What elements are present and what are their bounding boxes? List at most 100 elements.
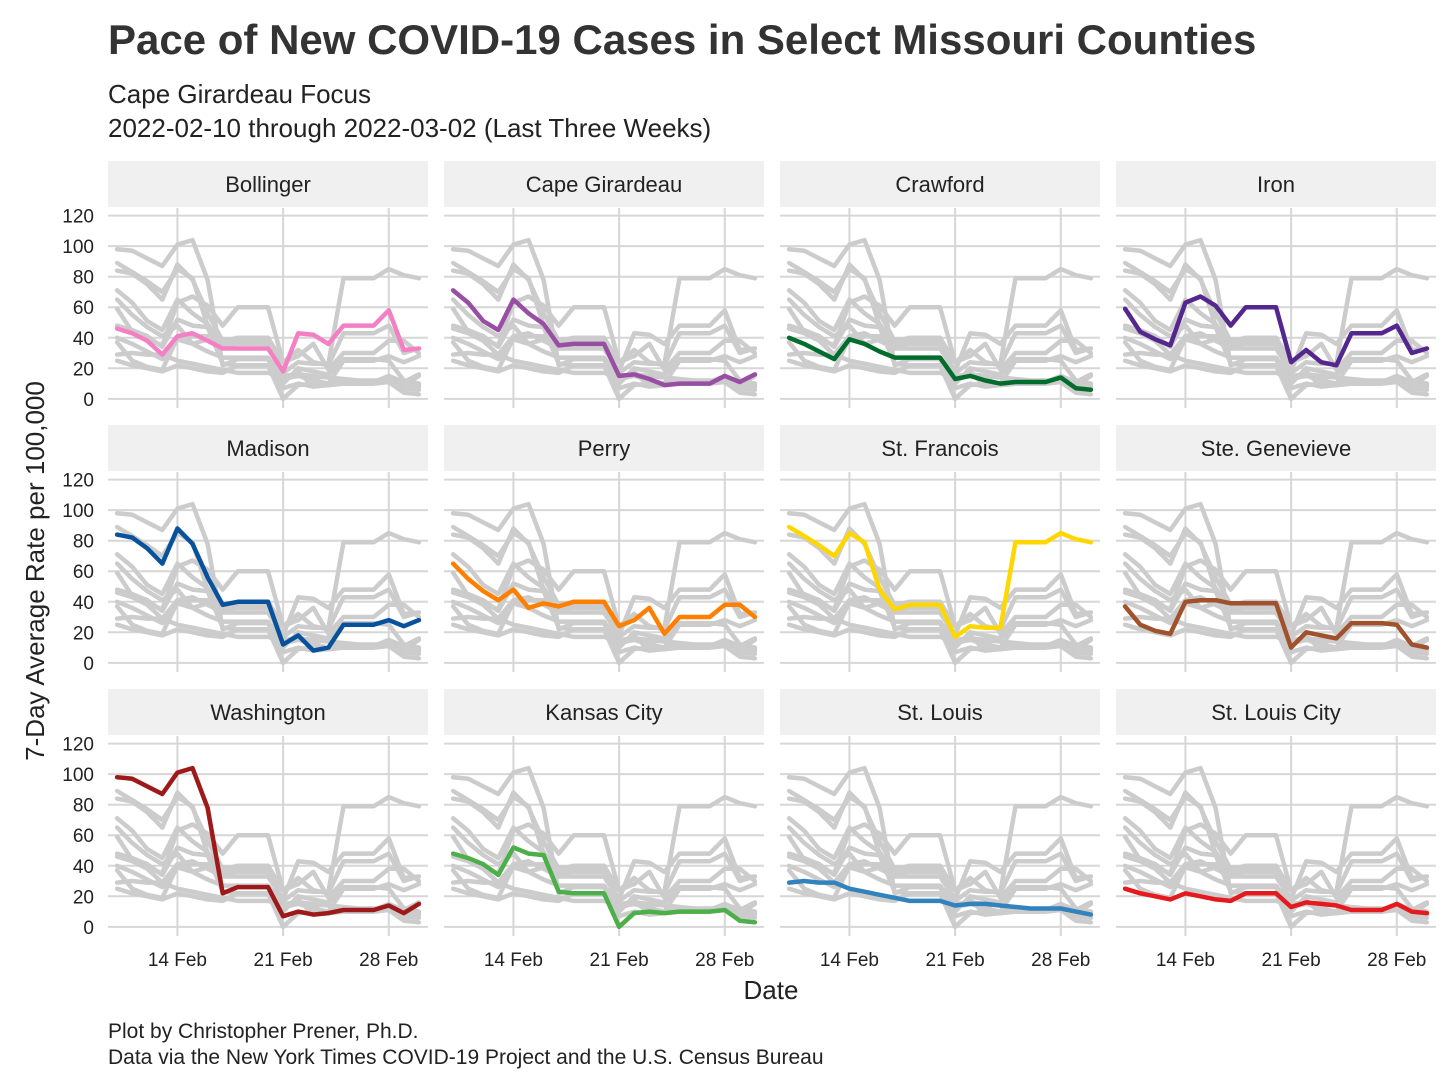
strip-background — [108, 689, 428, 735]
background-line-st-louis-city — [114, 622, 422, 652]
x-tick-label: 14 Feb — [820, 950, 879, 971]
y-tick-label: 0 — [83, 390, 94, 411]
strip-background — [780, 161, 1100, 207]
chart-subtitle-line-2: 2022-02-10 through 2022-03-02 (Last Thre… — [108, 113, 711, 143]
y-tick-label: 100 — [62, 501, 94, 522]
strip-label: Kansas City — [545, 700, 662, 725]
panel-iron: Iron — [1116, 161, 1436, 408]
strip-label: Bollinger — [225, 172, 311, 197]
strip-background — [1116, 689, 1436, 735]
background-line-ste-genevieve — [450, 333, 758, 386]
panel-bollinger: Bollinger 0 20 40 60 80 100 120 — [62, 161, 428, 411]
panel-st-francois: St. Francois — [780, 425, 1100, 672]
x-tick-label: 21 Feb — [926, 950, 985, 971]
strip-label: Washington — [210, 700, 325, 725]
strip-background — [780, 689, 1100, 735]
x-tick-label: 28 Feb — [359, 950, 418, 971]
strip-label: Ste. Genevieve — [1201, 436, 1351, 461]
y-tick-label: 60 — [73, 298, 94, 319]
strip-label: Perry — [578, 436, 631, 461]
y-tick-label: 100 — [62, 765, 94, 786]
background-line-ste-genevieve — [786, 861, 1094, 914]
y-tick-label: 100 — [62, 237, 94, 258]
series-line-st-louis — [786, 878, 1094, 917]
x-tick-label: 14 Feb — [1156, 950, 1215, 971]
y-tick-label: 20 — [73, 623, 94, 644]
strip-label: Madison — [226, 436, 309, 461]
background-line-ste-genevieve — [1122, 333, 1430, 386]
panel-st-louis-city: St. Louis City 14 Feb 21 Feb 28 Feb — [1116, 689, 1436, 971]
strip-background — [108, 161, 428, 207]
background-line-ste-genevieve — [786, 333, 1094, 386]
series-line-cape-girardeau — [450, 288, 758, 388]
y-tick-label: 80 — [73, 796, 94, 817]
series-line-st-louis-city — [1122, 886, 1430, 916]
strip-background — [1116, 425, 1436, 471]
caption-line-1: Plot by Christopher Prener, Ph.D. — [108, 1020, 418, 1043]
panel-crawford: Crawford — [780, 161, 1100, 408]
x-tick-label: 21 Feb — [254, 950, 313, 971]
y-tick-label: 20 — [73, 887, 94, 908]
background-line-st-louis-city — [1122, 358, 1430, 388]
y-tick-label: 120 — [62, 207, 94, 228]
series-line-madison — [114, 526, 422, 653]
series-line-crawford — [786, 335, 1094, 392]
strip-label: St. Louis City — [1211, 700, 1341, 725]
series-line-bollinger — [114, 308, 422, 374]
strip-label: St. Francois — [881, 436, 998, 461]
strip-background — [444, 689, 764, 735]
background-line-ste-genevieve — [114, 861, 422, 914]
panel-cape-girardeau: Cape Girardeau — [444, 161, 764, 408]
background-line-ste-genevieve — [1122, 861, 1430, 914]
y-tick-label: 40 — [73, 857, 94, 878]
chart-subtitle-line-1: Cape Girardeau Focus — [108, 79, 371, 109]
background-line-st-louis-city — [450, 622, 758, 652]
background-line-st-louis-city — [114, 358, 422, 388]
strip-label: Crawford — [895, 172, 984, 197]
panel-ste-genevieve: Ste. Genevieve — [1116, 425, 1436, 672]
y-tick-label: 0 — [83, 654, 94, 675]
strip-label: St. Louis — [897, 700, 983, 725]
strip-label: Iron — [1257, 172, 1295, 197]
x-tick-label: 21 Feb — [1262, 950, 1321, 971]
y-tick-label: 80 — [73, 532, 94, 553]
x-tick-label: 28 Feb — [1367, 950, 1426, 971]
strip-background — [780, 425, 1100, 471]
panel-st-louis: St. Louis 14 Feb 21 Feb 28 Feb — [780, 689, 1100, 971]
panel-perry: Perry — [444, 425, 764, 672]
x-axis-title: Date — [744, 975, 799, 1005]
strip-background — [444, 425, 764, 471]
x-tick-label: 28 Feb — [695, 950, 754, 971]
y-tick-label: 40 — [73, 593, 94, 614]
y-tick-label: 120 — [62, 735, 94, 756]
strip-background — [108, 425, 428, 471]
background-line-st-louis-city — [786, 622, 1094, 652]
series-line-perry — [450, 561, 758, 637]
y-tick-label: 20 — [73, 359, 94, 380]
background-line-ste-genevieve — [450, 861, 758, 914]
x-tick-label: 21 Feb — [590, 950, 649, 971]
series-line-st-francois — [786, 524, 1094, 640]
panel-kansas-city: Kansas City 14 Feb 21 Feb 28 Feb — [444, 689, 764, 971]
y-tick-label: 120 — [62, 471, 94, 492]
strip-label: Cape Girardeau — [526, 172, 683, 197]
x-tick-label: 14 Feb — [484, 950, 543, 971]
panel-madison: Madison 0 20 40 60 80 100 120 — [62, 425, 428, 675]
background-line-ste-genevieve — [114, 333, 422, 386]
background-line-st-louis-city — [1122, 622, 1430, 652]
series-line-kansas-city — [450, 845, 758, 930]
caption-line-2: Data via the New York Times COVID-19 Pro… — [108, 1046, 824, 1069]
x-tick-label: 28 Feb — [1031, 950, 1090, 971]
strip-background — [1116, 161, 1436, 207]
series-line-washington — [114, 765, 422, 919]
series-line-ste-genevieve — [1122, 597, 1430, 650]
chart-title: Pace of New COVID-19 Cases in Select Mis… — [108, 16, 1256, 63]
facet-panels: Bollinger 0 20 40 60 80 100 120 Cape Girardeau Cr… — [62, 161, 1436, 971]
series-line-iron — [1122, 294, 1430, 368]
x-tick-label: 14 Feb — [148, 950, 207, 971]
strip-background — [444, 161, 764, 207]
y-tick-label: 80 — [73, 268, 94, 289]
panel-washington: Washington 0 20 40 60 80 100 120 14 Feb 21 Feb 28 … — [62, 689, 428, 971]
